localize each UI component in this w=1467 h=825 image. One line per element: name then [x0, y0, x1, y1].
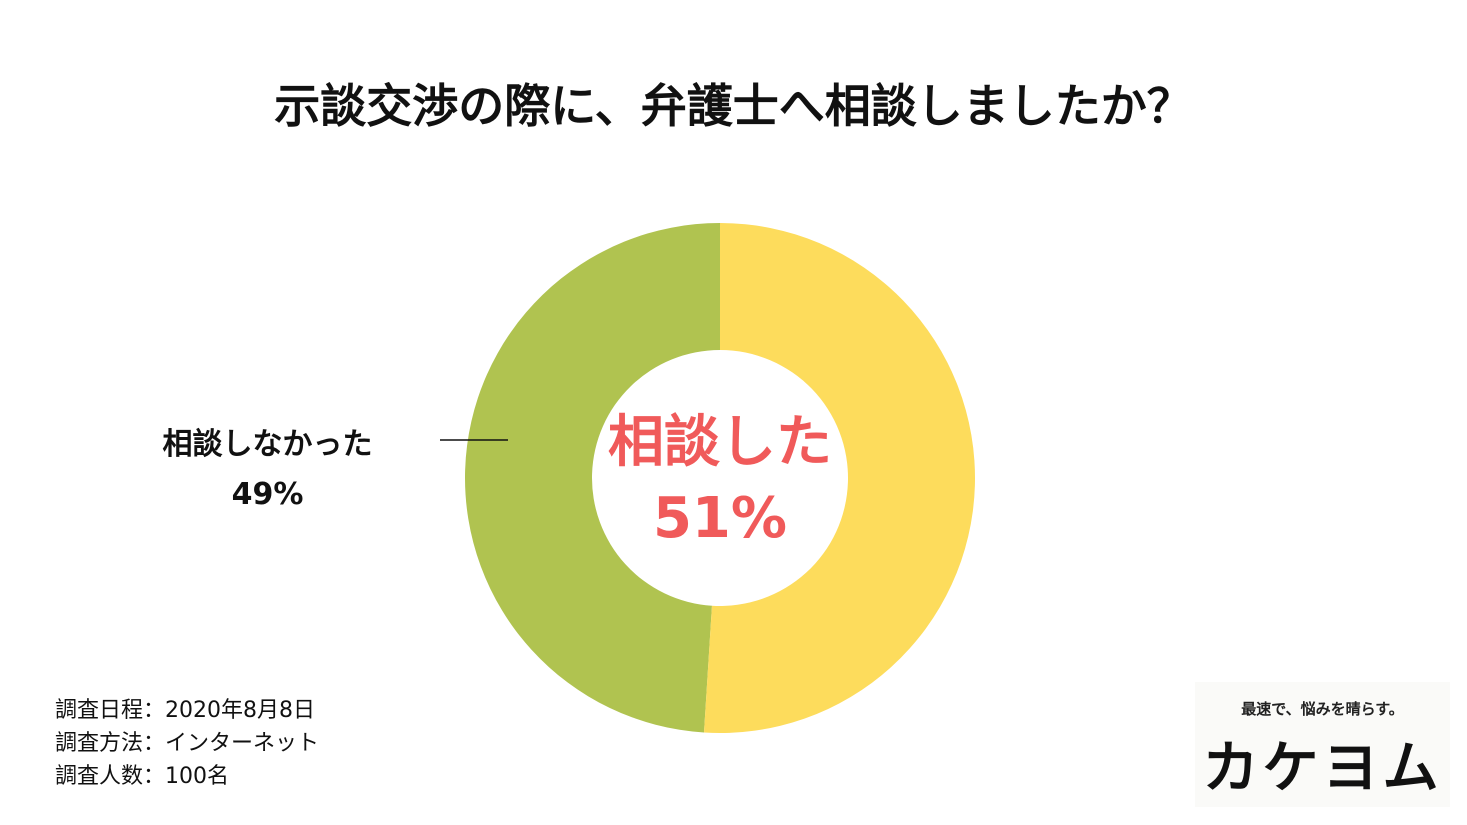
- note: 調査日程：2020年8月8日: [55, 698, 315, 723]
- logo: 最速で、悩みを晴らす。 カケヨム: [1195, 682, 1450, 807]
- note: 調査方法：インターネット: [55, 731, 320, 756]
- category-label: 相談した: [608, 410, 832, 475]
- logo-brand: カケヨム: [1202, 736, 1443, 801]
- note: 調査人数：100名: [55, 764, 229, 789]
- value-label: 49%: [231, 477, 304, 512]
- logo-tagline: 最速で、悩みを晴らす。: [1241, 700, 1404, 718]
- chart-title: 示談交渉の際に、弁護士へ相談しましたか？: [274, 79, 1193, 133]
- slice: [464, 223, 720, 733]
- slice-label: 相談しなかった 49%: [155, 420, 380, 520]
- center-label: 相談した 51%: [580, 405, 860, 557]
- value-label: 51%: [652, 486, 788, 551]
- category-label: 相談しなかった: [162, 427, 373, 462]
- slice: [703, 223, 975, 733]
- survey-notes: 調査日程：2020年8月8日 調査方法：インターネット 調査人数：100名: [55, 694, 319, 793]
